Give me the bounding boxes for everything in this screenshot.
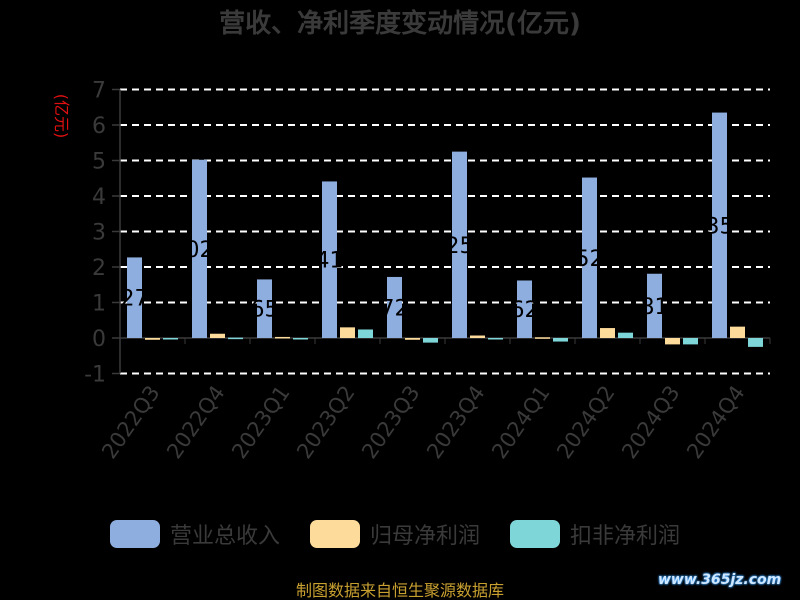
x-tick-label: 2023Q2 bbox=[292, 381, 359, 463]
x-tick-label: 2024Q4 bbox=[682, 381, 749, 463]
y-tick-label: 0 bbox=[92, 327, 106, 352]
bar-deducted-profit bbox=[293, 338, 308, 340]
bar-net-profit bbox=[665, 338, 680, 345]
x-tick-label: 2023Q1 bbox=[227, 381, 294, 463]
x-tick-label: 2022Q3 bbox=[97, 381, 164, 463]
bar-net-profit bbox=[600, 328, 615, 338]
bar-deducted-profit bbox=[748, 338, 763, 347]
y-tick-label: -1 bbox=[84, 363, 106, 388]
bar-deducted-profit bbox=[423, 338, 438, 343]
chart-title: 营收、净利季度变动情况(亿元) bbox=[219, 8, 581, 39]
bar-deducted-profit bbox=[553, 338, 568, 342]
bar-revenue bbox=[647, 273, 662, 338]
bar-deducted-profit bbox=[488, 338, 503, 340]
bar-data-label: 65 bbox=[251, 298, 279, 323]
y-tick-label: 6 bbox=[92, 114, 106, 139]
bar-data-label: 62 bbox=[511, 298, 539, 323]
x-tick-label: 2023Q4 bbox=[422, 381, 489, 463]
bar-data-label: 52 bbox=[576, 247, 604, 272]
bar-net-profit bbox=[470, 335, 485, 338]
bar-revenue bbox=[192, 159, 207, 338]
bar-revenue bbox=[322, 181, 337, 338]
bar-net-profit bbox=[405, 338, 420, 340]
bar-net-profit bbox=[535, 337, 550, 339]
legend-label: 归母净利润 bbox=[370, 524, 480, 549]
bar-net-profit bbox=[210, 333, 225, 338]
bar-net-profit bbox=[730, 326, 745, 338]
bar-deducted-profit bbox=[683, 338, 698, 345]
y-tick-label: 5 bbox=[92, 150, 106, 175]
bar-data-label: 35 bbox=[706, 214, 734, 239]
y-axis-label: (亿元) bbox=[52, 94, 71, 139]
y-tick-label: 1 bbox=[92, 292, 106, 317]
bar-data-label: 72 bbox=[381, 296, 409, 321]
y-tick-label: 3 bbox=[92, 221, 106, 246]
x-tick-label: 2024Q2 bbox=[552, 381, 619, 463]
bar-revenue bbox=[582, 177, 597, 338]
bar-net-profit bbox=[145, 338, 160, 340]
watermark-logo: www.365jz.com bbox=[658, 572, 782, 588]
bar-data-label: 27 bbox=[121, 287, 149, 312]
x-tick-label: 2024Q1 bbox=[487, 381, 554, 463]
x-tick-label: 2023Q3 bbox=[357, 381, 424, 463]
legend-swatch-2 bbox=[510, 520, 560, 548]
bar-revenue bbox=[127, 257, 142, 338]
legend-swatch-0 bbox=[110, 520, 160, 548]
bar-data-label: 41 bbox=[316, 249, 344, 274]
bar-data-label: 02 bbox=[186, 238, 214, 263]
bar-net-profit bbox=[275, 336, 290, 339]
bar-deducted-profit bbox=[358, 329, 373, 338]
bar-data-label: 81 bbox=[641, 295, 669, 320]
bar-deducted-profit bbox=[618, 332, 633, 338]
bar-deducted-profit bbox=[163, 338, 178, 340]
bar-revenue bbox=[257, 279, 272, 338]
legend-swatch-1 bbox=[310, 520, 360, 548]
bar-revenue bbox=[452, 151, 467, 338]
bar-deducted-profit bbox=[228, 337, 243, 340]
bar-revenue bbox=[712, 112, 727, 338]
x-tick-label: 2024Q3 bbox=[617, 381, 684, 463]
y-tick-label: 2 bbox=[92, 256, 106, 281]
legend-label: 营业总收入 bbox=[170, 524, 280, 549]
bar-data-label: 25 bbox=[446, 234, 474, 259]
y-tick-label: 4 bbox=[92, 185, 106, 210]
bar-revenue bbox=[517, 280, 532, 338]
x-tick-label: 2022Q4 bbox=[162, 381, 229, 463]
source-note: 制图数据来自恒生聚源数据库 bbox=[296, 581, 504, 600]
bar-revenue bbox=[387, 276, 402, 338]
bar-net-profit bbox=[340, 327, 355, 338]
legend-label: 扣非净利润 bbox=[570, 524, 680, 549]
y-tick-label: 7 bbox=[92, 79, 106, 104]
